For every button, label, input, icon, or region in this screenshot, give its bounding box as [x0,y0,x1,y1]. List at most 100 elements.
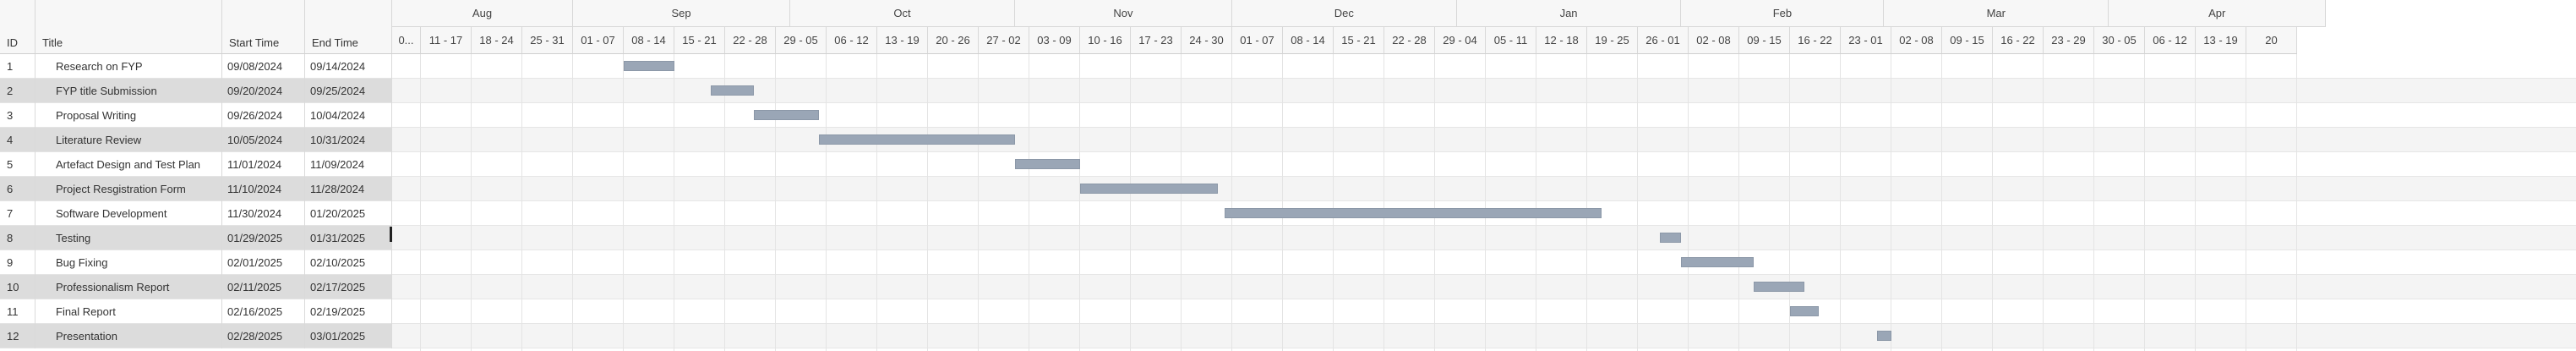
week-cell: 01 - 07 [573,27,624,54]
task-row[interactable]: 1 Research on FYP 09/08/2024 09/14/2024 [0,54,392,79]
task-end: 01/20/2025 [305,201,392,226]
task-bar[interactable] [1790,306,1820,316]
week-cell: 15 - 21 [674,27,725,54]
week-cell: 27 - 02 [979,27,1029,54]
task-row[interactable]: 3 Proposal Writing 09/26/2024 10/04/2024 [0,103,392,128]
week-cell: 22 - 28 [1384,27,1435,54]
week-cell: 25 - 31 [522,27,573,54]
task-end: 03/01/2025 [305,324,392,348]
timeline-chart: Aug Sep Oct Nov Dec Jan Feb Mar Apr 0... 11 - 17 1… [392,0,2576,351]
week-gridline [420,54,421,351]
week-cell: 16 - 22 [1790,27,1841,54]
week-gridline [471,54,472,351]
week-cell: 06 - 12 [2145,27,2196,54]
month-cell: Sep [573,0,791,27]
column-header-start[interactable]: Start Time [222,0,305,54]
week-cell: 08 - 14 [1283,27,1334,54]
task-title: Presentation [35,324,222,348]
week-cell: 12 - 18 [1536,27,1587,54]
week-gridline [623,54,624,351]
column-header-id-label: ID [7,36,18,49]
timeline-row [392,324,2576,348]
week-cell: 29 - 04 [1435,27,1486,54]
week-gridline [1992,54,1993,351]
task-row[interactable]: 10 Professionalism Report 02/11/2025 02/17/… [0,275,392,299]
week-cell: 16 - 22 [1993,27,2044,54]
task-end: 10/31/2024 [305,128,392,152]
task-row[interactable]: 6 Project Resgistration Form 11/10/2024 11/… [0,177,392,201]
week-gridline [2043,54,2044,351]
week-gridline [2195,54,2196,351]
task-id: 4 [0,128,35,152]
grid-splitter[interactable] [390,227,392,242]
timeline-row [392,103,2576,128]
week-cell: 06 - 12 [827,27,877,54]
task-grid: ID Title Start Time End Time 1 Research o… [0,0,392,351]
task-end: 11/09/2024 [305,152,392,177]
month-cell: Nov [1014,0,1232,27]
task-bar[interactable] [1014,159,1080,169]
week-cell: 23 - 29 [2044,27,2094,54]
task-row[interactable]: 5 Artefact Design and Test Plan 11/01/2024… [0,152,392,177]
task-start: 02/01/2025 [222,250,305,275]
week-gridline [2144,54,2145,351]
task-id: 1 [0,54,35,79]
task-start: 11/30/2024 [222,201,305,226]
week-gridline [1231,54,1232,351]
week-gridline [978,54,979,351]
task-row[interactable]: 12 Presentation 02/28/2025 03/01/2025 [0,324,392,348]
task-bar[interactable] [710,85,755,96]
task-end: 02/19/2025 [305,299,392,324]
column-header-end[interactable]: End Time [305,0,392,54]
task-row[interactable]: 7 Software Development 11/30/2024 01/20/202… [0,201,392,226]
week-cell: 05 - 11 [1486,27,1536,54]
week-cell: 03 - 09 [1029,27,1080,54]
week-gridline [775,54,776,351]
task-bar[interactable] [754,110,820,120]
task-id: 2 [0,79,35,103]
task-row[interactable]: 9 Bug Fixing 02/01/2025 02/10/2025 [0,250,392,275]
task-id: 6 [0,177,35,201]
task-bar[interactable] [1080,184,1218,194]
week-gridline [927,54,928,351]
column-header-id[interactable]: ID [0,0,35,54]
task-bar[interactable] [624,61,674,71]
task-bar[interactable] [819,134,1015,145]
task-id: 8 [0,226,35,250]
timeline-row [392,79,2576,103]
task-start: 11/01/2024 [222,152,305,177]
task-end: 09/14/2024 [305,54,392,79]
week-cell: 09 - 15 [1739,27,1790,54]
timeline-row [392,177,2576,201]
task-bar[interactable] [1659,233,1682,243]
month-cell: Jan [1456,0,1682,27]
task-row[interactable]: 4 Literature Review 10/05/2024 10/31/2024 [0,128,392,152]
week-gridline [826,54,827,351]
column-header-title-label: Title [42,36,63,49]
task-row[interactable]: 11 Final Report 02/16/2025 02/19/2025 [0,299,392,324]
task-row[interactable]: 2 FYP title Submission 09/20/2024 09/25/202… [0,79,392,103]
column-header-start-label: Start Time [229,36,280,49]
month-cell: Apr [2109,0,2327,27]
task-bar[interactable] [1225,208,1602,218]
task-title: Artefact Design and Test Plan [35,152,222,177]
week-gridline [1079,54,1080,351]
week-cell: 08 - 14 [624,27,674,54]
task-bar[interactable] [1754,282,1805,292]
week-cell: 10 - 16 [1080,27,1131,54]
column-header-title[interactable]: Title [35,0,222,54]
task-end: 02/17/2025 [305,275,392,299]
week-cell: 20 [2246,27,2297,54]
week-cell: 0... [392,27,421,54]
task-title: Professionalism Report [35,275,222,299]
task-bar[interactable] [1681,257,1755,267]
week-gridline [1434,54,1435,351]
task-title: Software Development [35,201,222,226]
task-start: 09/20/2024 [222,79,305,103]
task-row[interactable]: 8 Testing 01/29/2025 01/31/2025 [0,226,392,250]
task-title: Project Resgistration Form [35,177,222,201]
week-cell: 18 - 24 [472,27,522,54]
task-id: 11 [0,299,35,324]
task-bar[interactable] [1876,331,1891,341]
